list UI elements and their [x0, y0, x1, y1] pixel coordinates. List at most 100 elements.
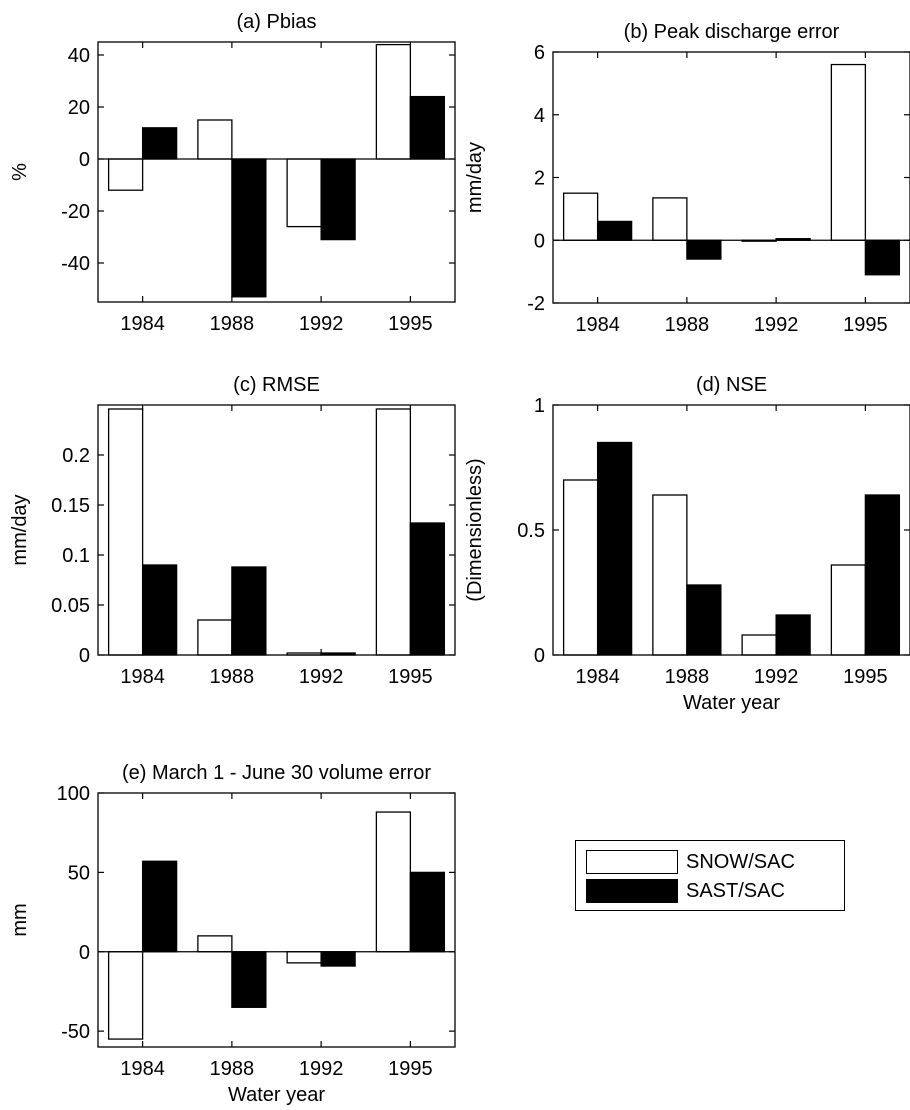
bar-sast-sac-1995 — [864, 494, 901, 656]
x-tick-label: 1988 — [210, 666, 255, 688]
y-tick-label: 0.15 — [51, 495, 90, 517]
y-tick-label: -50 — [61, 1021, 90, 1043]
y-axis-label: mm/day — [464, 142, 486, 213]
bar-snow-sac-1988 — [197, 935, 233, 953]
bar-sast-sac-1984 — [596, 441, 633, 656]
y-tick-label: 2 — [534, 168, 545, 190]
axes-box — [97, 41, 456, 303]
legend-swatch-sast-sac — [586, 879, 678, 903]
bar-sast-sac-1988 — [231, 566, 267, 656]
axes-box — [97, 404, 456, 656]
bar-snow-sac-1995 — [375, 408, 412, 656]
panel-title: (c) RMSE — [233, 374, 320, 396]
x-tick-label: 1984 — [575, 314, 620, 336]
x-axis-label: Water year — [683, 692, 780, 714]
y-tick-label: 0 — [534, 645, 545, 667]
x-tick-label: 1988 — [210, 313, 255, 335]
legend: SNOW/SAC SAST/SAC — [575, 840, 845, 911]
bar-sast-sac-1995 — [409, 522, 446, 656]
y-tick-label: 0.5 — [517, 520, 545, 542]
legend-label-sast-sac: SAST/SAC — [686, 879, 785, 902]
y-tick-label: 50 — [68, 862, 90, 884]
bar-snow-sac-1984 — [562, 192, 599, 241]
x-tick-label: 1995 — [388, 1058, 433, 1080]
x-tick-label: 1988 — [665, 314, 710, 336]
x-tick-label: 1984 — [120, 666, 165, 688]
y-axis-label: % — [9, 163, 31, 181]
x-tick-label: 1984 — [575, 666, 620, 688]
bar-snow-sac-1995 — [830, 564, 867, 656]
panel-title: (a) Pbias — [236, 11, 316, 33]
legend-label-snow-sac: SNOW/SAC — [686, 850, 795, 873]
y-tick-label: 0.2 — [62, 445, 90, 467]
bar-sast-sac-1984 — [141, 127, 178, 160]
bar-sast-sac-1988 — [231, 951, 267, 1008]
y-tick-label: 0 — [79, 645, 90, 667]
bar-snow-sac-1988 — [197, 619, 233, 656]
legend-swatch-snow-sac — [586, 850, 678, 874]
panel-5: -50 0 50 100 1984 1988 1992 1995 (e) March 1 - J… — [9, 762, 456, 1106]
bar-snow-sac-1988 — [652, 494, 688, 656]
bar-sast-sac-1995 — [864, 239, 901, 276]
bar-snow-sac-1992 — [286, 951, 322, 964]
x-tick-label: 1995 — [388, 313, 433, 335]
x-tick-label: 1995 — [388, 666, 433, 688]
y-tick-label: -20 — [61, 201, 90, 223]
bar-sast-sac-1988 — [686, 584, 722, 656]
bar-snow-sac-1984 — [107, 158, 144, 191]
legend-entry-sast-sac: SAST/SAC — [586, 878, 785, 904]
bar-snow-sac-1984 — [107, 951, 144, 1040]
bar-snow-sac-1984 — [562, 479, 599, 656]
y-tick-label: 0.05 — [51, 595, 90, 617]
y-tick-label: -40 — [61, 253, 90, 275]
panel-3: 0 0.05 0.1 0.15 0.2 1984 1988 1992 1995 (c) RMSE m… — [9, 374, 456, 688]
bar-sast-sac-1992 — [775, 614, 811, 656]
x-tick-label: 1984 — [120, 1058, 165, 1080]
panel-1: -40 -20 0 20 40 1984 1988 1992 1995 (a) Pbias% — [9, 11, 456, 335]
bar-sast-sac-1988 — [686, 239, 722, 260]
y-tick-label: 1 — [534, 395, 545, 417]
x-tick-label: 1992 — [754, 314, 799, 336]
bar-sast-sac-1988 — [231, 158, 267, 298]
panel-4: 0 0.5 1 1984 1988 1992 1995 (d) NSE (Dimensionle… — [464, 374, 910, 714]
bar-sast-sac-1984 — [141, 564, 178, 656]
axes-box — [97, 792, 456, 1048]
bar-snow-sac-1995 — [375, 43, 412, 160]
x-tick-label: 1992 — [754, 666, 799, 688]
y-axis-label: (Dimensionless) — [464, 458, 486, 601]
panel-2: -2 0 2 4 6 1984 1988 1992 1995 (b) Peak discharge… — [464, 21, 910, 336]
y-tick-label: -2 — [527, 293, 545, 315]
y-tick-label: 6 — [534, 42, 545, 64]
y-axis-label: mm — [9, 903, 31, 936]
bar-snow-sac-1984 — [107, 408, 144, 656]
bar-snow-sac-1995 — [830, 63, 867, 241]
y-tick-label: 40 — [68, 45, 90, 67]
legend-entry-snow-sac: SNOW/SAC — [586, 849, 795, 875]
bar-sast-sac-1992 — [320, 951, 356, 967]
y-tick-label: 4 — [534, 105, 545, 127]
y-tick-label: 0.1 — [62, 545, 90, 567]
panel-title: (e) March 1 - June 30 volume error — [122, 762, 431, 784]
bar-snow-sac-1992 — [286, 158, 322, 228]
bar-sast-sac-1984 — [141, 860, 178, 953]
x-tick-label: 1995 — [843, 314, 888, 336]
y-tick-label: 0 — [534, 230, 545, 252]
x-tick-label: 1992 — [299, 313, 344, 335]
bar-sast-sac-1995 — [409, 95, 446, 160]
bar-sast-sac-1984 — [596, 220, 633, 241]
bar-snow-sac-1988 — [652, 197, 688, 241]
panel-title: (b) Peak discharge error — [624, 21, 840, 43]
y-tick-label: 0 — [79, 149, 90, 171]
x-tick-label: 1992 — [299, 666, 344, 688]
x-axis-label: Water year — [228, 1084, 325, 1106]
x-tick-label: 1995 — [843, 666, 888, 688]
x-tick-label: 1988 — [210, 1058, 255, 1080]
x-tick-label: 1992 — [299, 1058, 344, 1080]
bar-snow-sac-1992 — [741, 634, 777, 656]
y-axis-label: mm/day — [9, 494, 31, 565]
bar-snow-sac-1995 — [375, 811, 412, 953]
bar-sast-sac-1992 — [320, 158, 356, 241]
panel-title: (d) NSE — [696, 374, 767, 396]
bar-sast-sac-1995 — [409, 871, 446, 953]
